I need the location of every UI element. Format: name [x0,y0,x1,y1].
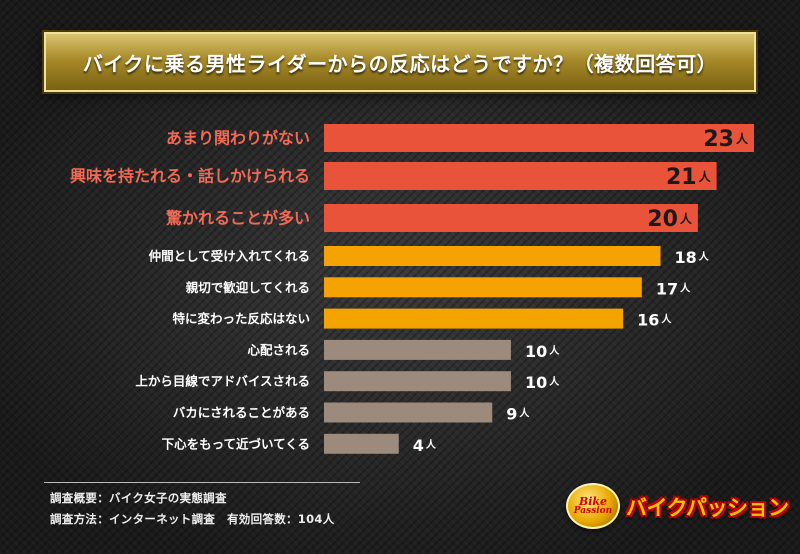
category-label-7: 上から目線でアドバイスされる [135,374,310,389]
value-label-5: 16 人 [637,310,672,329]
value-label-7: 10 人 [525,373,560,392]
bar-2 [324,204,698,232]
bar-4 [324,277,642,298]
value-label-0: 23 人 [703,127,749,152]
category-label-2: 驚かれることが多い [165,209,310,228]
logo-badge-line2: Passion [573,506,613,516]
category-label-9: 下心をもって近づいてくる [162,436,310,451]
value-label-1: 21 人 [666,165,712,190]
category-label-4: 親切で歓迎してくれる [186,280,310,295]
chart-title: バイクに乗る男性ライダーからの反応はどうですか？（複数回答可） [82,51,718,76]
bar-9 [324,433,399,454]
bar-5 [324,308,624,329]
logo-name: バイクパッション [626,496,789,520]
value-label-3: 18 人 [675,248,710,267]
survey-method: 調査方法：インターネット調査 有効回答数：104人 [50,512,335,526]
bar-7 [324,371,511,392]
value-label-4: 17 人 [656,279,691,298]
bar-3 [324,246,661,266]
category-label-1: 興味を持たれる・話しかけられる [70,167,310,186]
category-label-5: 特に変わった反応はない [172,311,310,326]
logo-badge-line1: Bike [578,495,608,508]
survey-overview: 調査概要：バイク女子の実態調査 [50,491,227,505]
category-label-0: あまり関わりがない [166,129,310,148]
category-label-3: 仲間として受け入れてくれる [149,249,310,264]
value-label-6: 10 人 [525,341,560,360]
bar-1 [324,162,717,190]
bar-8 [324,402,493,423]
bar-0 [324,124,754,152]
footnote-divider [44,482,360,483]
category-label-8: バカにされることがある [173,405,310,420]
value-label-2: 20 人 [647,207,693,232]
bike-passion-logo-badge: Bike Passion [566,483,620,529]
bar-6 [324,339,511,360]
title-banner: バイクに乗る男性ライダーからの反応はどうですか？（複数回答可） [44,32,756,92]
category-label-6: 心配される [247,342,310,357]
